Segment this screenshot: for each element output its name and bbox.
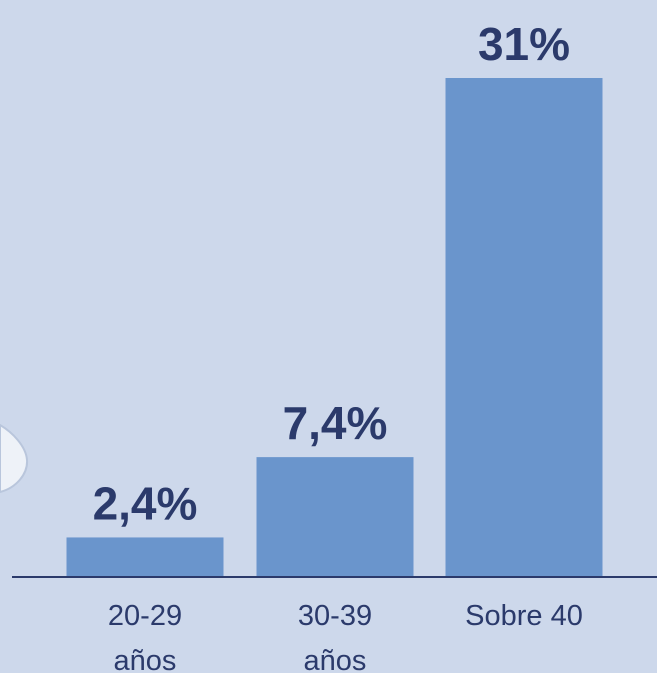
value-labels-layer: 2,4% 7,4% 31% (93, 18, 570, 529)
category-label-line: años (304, 645, 367, 673)
bars-layer (66, 78, 603, 576)
category-label-line: 30-39 (298, 600, 372, 632)
bar-1 (66, 537, 224, 576)
value-label-3: 31% (478, 18, 570, 70)
value-label-2: 7,4% (283, 397, 388, 449)
category-label-line: 20-29 (108, 600, 182, 632)
decorative-shape (0, 423, 29, 494)
bar-3 (445, 78, 603, 576)
category-label-line: años (114, 645, 177, 673)
category-label-1: 20-29 años (108, 600, 182, 673)
category-label-line: Sobre 40 (465, 600, 583, 632)
category-label-3: Sobre 40 (465, 600, 583, 632)
category-labels-layer: 20-29 años 30-39 años Sobre 40 (108, 600, 583, 673)
value-label-1: 2,4% (93, 477, 198, 529)
category-label-2: 30-39 años (298, 600, 372, 673)
bar-2 (256, 457, 414, 576)
